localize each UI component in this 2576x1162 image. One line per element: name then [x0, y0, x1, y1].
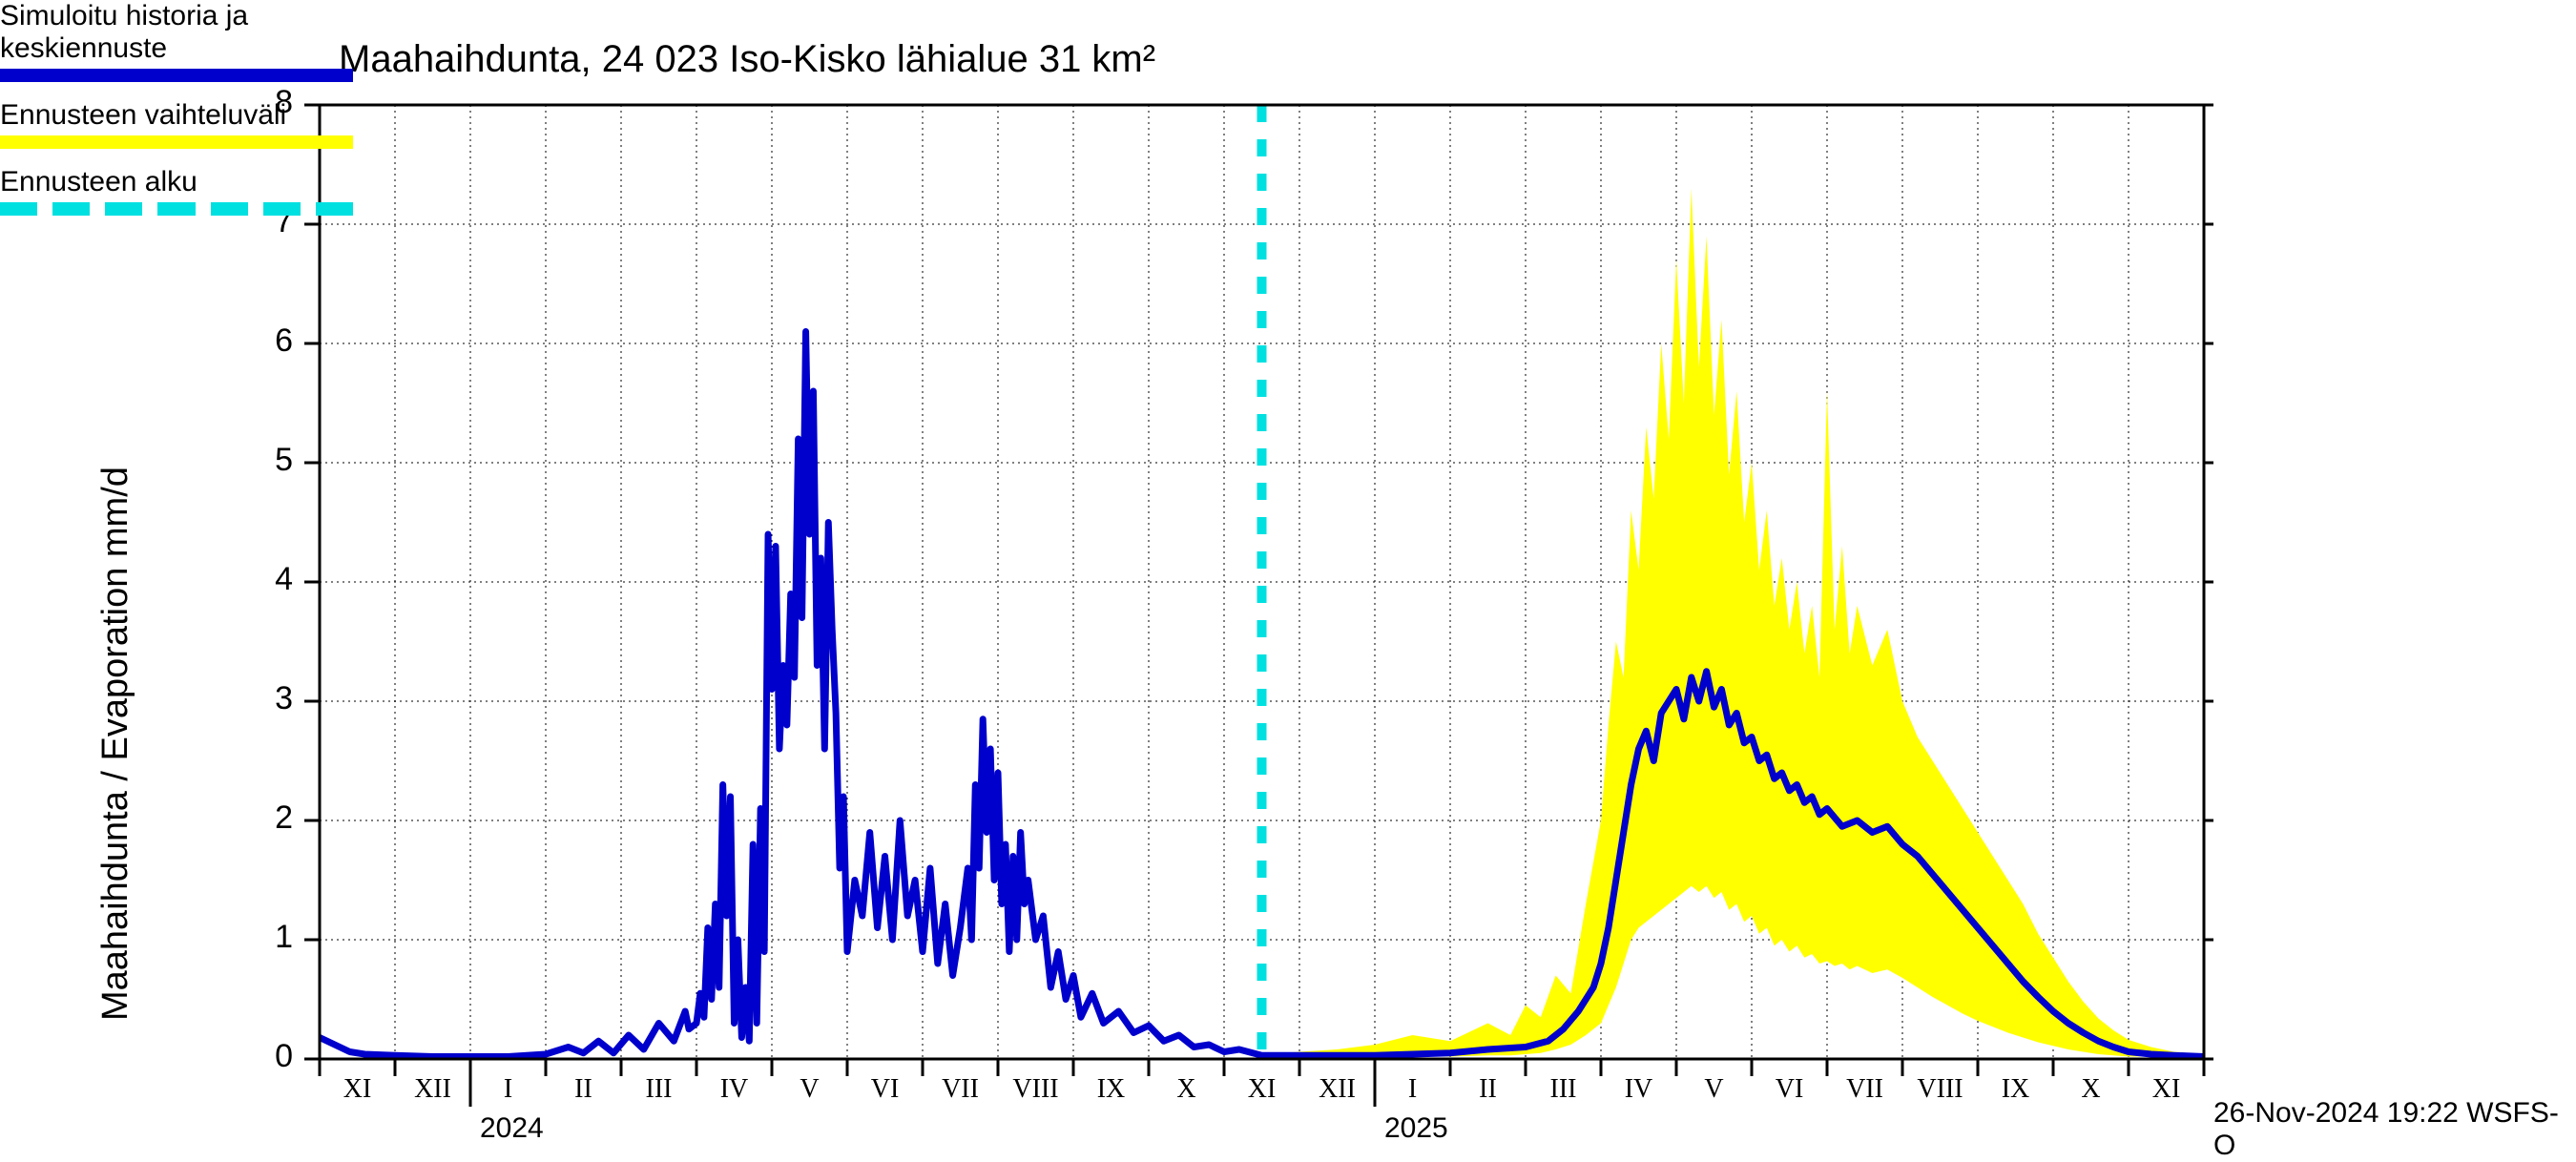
ytick-label: 1	[275, 919, 293, 956]
legend-swatch	[0, 202, 353, 216]
xtick-label: XI	[1248, 1074, 1277, 1105]
legend-label: keskiennuste	[0, 32, 2576, 65]
xtick-label: XI	[343, 1074, 372, 1105]
legend-swatch	[0, 69, 353, 82]
footer-timestamp: 26-Nov-2024 19:22 WSFS-O	[2213, 1097, 2576, 1162]
xtick-label: V	[1704, 1074, 1723, 1105]
legend-item: Ennusteen vaihteluväli	[0, 99, 2576, 149]
xtick-label: VII	[942, 1074, 979, 1105]
legend-label: Ennusteen alku	[0, 166, 2576, 198]
ytick-label: 3	[275, 680, 293, 717]
legend-label: Ennusteen vaihteluväli	[0, 99, 2576, 132]
xtick-label: XII	[1319, 1074, 1356, 1105]
xtick-label: IX	[2002, 1074, 2030, 1105]
xtick-label: X	[2081, 1074, 2100, 1105]
xtick-label: XI	[2152, 1074, 2181, 1105]
xtick-label: VII	[1846, 1074, 1883, 1105]
ytick-label: 5	[275, 442, 293, 479]
year-label: 2024	[480, 1112, 544, 1145]
xtick-label: VI	[871, 1074, 900, 1105]
ytick-label: 4	[275, 561, 293, 598]
xtick-label: VIII	[1012, 1074, 1058, 1105]
xtick-label: II	[574, 1074, 592, 1105]
xtick-label: II	[1479, 1074, 1497, 1105]
xtick-label: IV	[1625, 1074, 1653, 1105]
legend-swatch	[0, 135, 353, 149]
xtick-label: III	[1550, 1074, 1577, 1105]
xtick-label: I	[1408, 1074, 1417, 1105]
xtick-label: X	[1176, 1074, 1195, 1105]
xtick-label: VIII	[1917, 1074, 1963, 1105]
xtick-label: IX	[1097, 1074, 1126, 1105]
ytick-label: 0	[275, 1038, 293, 1075]
legend-item: Ennusteen alku	[0, 166, 2576, 216]
xtick-label: I	[504, 1074, 512, 1105]
xtick-label: VI	[1776, 1074, 1804, 1105]
xtick-label: XII	[414, 1074, 451, 1105]
ytick-label: 2	[275, 799, 293, 837]
year-label: 2025	[1384, 1112, 1448, 1145]
xtick-label: III	[646, 1074, 673, 1105]
legend-item: Simuloitu historia jakeskiennuste	[0, 0, 2576, 82]
xtick-label: V	[800, 1074, 819, 1105]
chart-container: Maahaihdunta, 24 023 Iso-Kisko lähialue …	[0, 0, 2576, 1145]
xtick-label: IV	[720, 1074, 749, 1105]
legend: Simuloitu historia jakeskiennuste Ennuste…	[0, 0, 2576, 216]
ytick-label: 6	[275, 322, 293, 360]
legend-label: Simuloitu historia ja	[0, 0, 2576, 32]
y-axis-label: Maahaihdunta / Evaporation mm/d	[95, 467, 136, 1021]
